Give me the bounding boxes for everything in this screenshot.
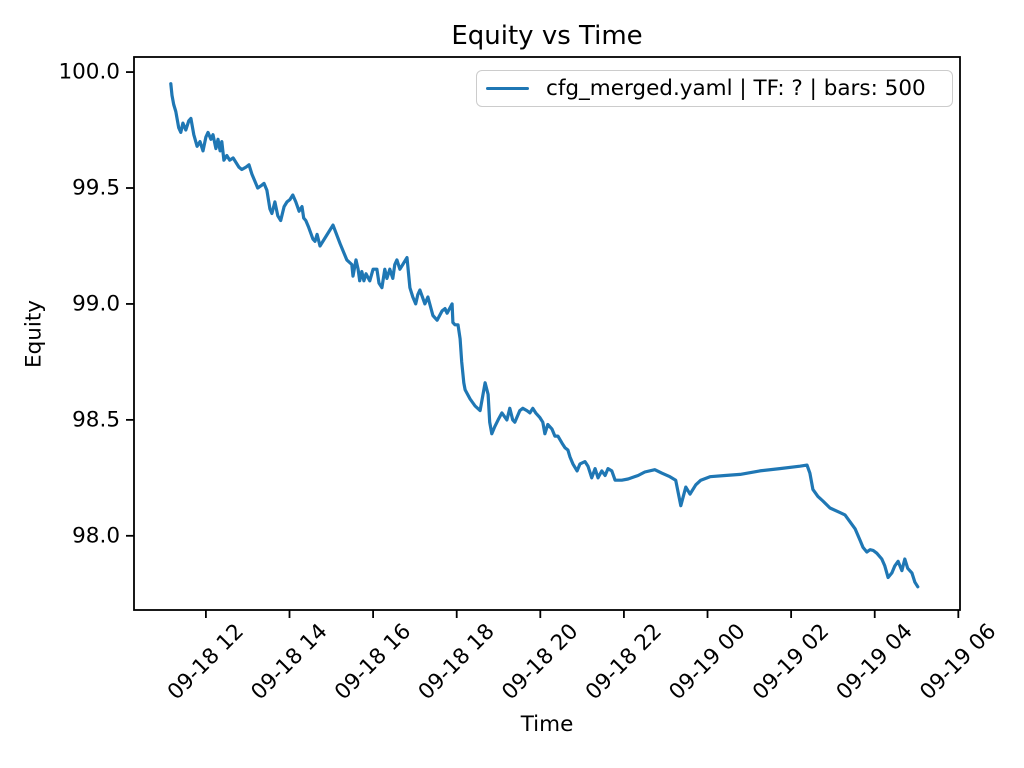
x-tick-label: 09-18 16 xyxy=(330,619,416,705)
y-tick-label: 100.0 xyxy=(58,60,120,85)
y-axis-label: Equity xyxy=(21,300,47,368)
x-tick-label: 09-18 22 xyxy=(581,619,667,705)
x-tick-label: 09-18 20 xyxy=(497,619,583,705)
legend-line-sample xyxy=(486,86,529,91)
x-tick-label: 09-19 04 xyxy=(832,619,918,705)
x-tick-label: 09-19 00 xyxy=(665,619,751,705)
y-tick-label: 99.0 xyxy=(72,291,120,316)
y-tick-label: 99.5 xyxy=(72,176,120,201)
x-tick-label: 09-19 02 xyxy=(748,619,834,705)
x-tick-label: 09-18 12 xyxy=(163,619,249,705)
x-tick-label: 09-19 06 xyxy=(915,619,1001,705)
x-tick-label: 09-18 18 xyxy=(414,619,500,705)
legend: cfg_merged.yaml | TF: ? | bars: 500 xyxy=(476,70,953,107)
legend-entry-label: cfg_merged.yaml | TF: ? | bars: 500 xyxy=(546,76,926,101)
x-tick-label: 09-18 14 xyxy=(246,619,332,705)
equity-curve xyxy=(169,82,920,589)
axes-spines xyxy=(133,56,961,611)
y-tick-label: 98.5 xyxy=(72,407,120,432)
y-tick-label: 98.0 xyxy=(72,523,120,548)
x-axis-label: Time xyxy=(520,712,574,737)
chart-title: Equity vs Time xyxy=(451,21,643,51)
